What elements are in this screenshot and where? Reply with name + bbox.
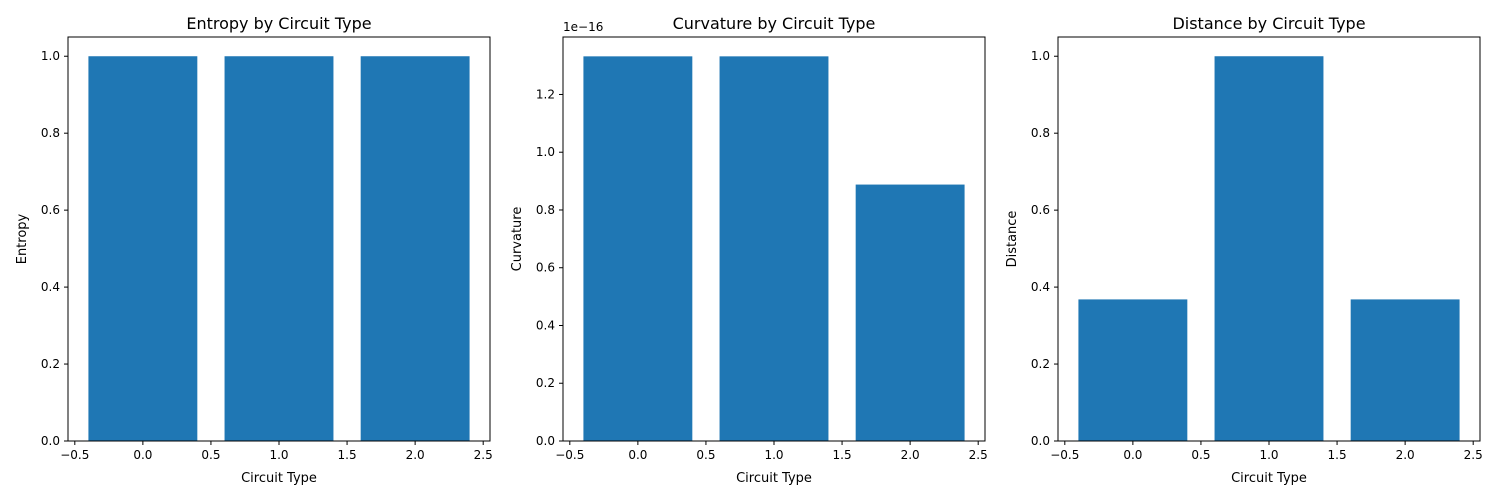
x-tick-label: 2.0 (406, 448, 425, 462)
y-tick-label: 0.2 (1031, 357, 1050, 371)
y-tick-label: 0.8 (41, 126, 60, 140)
y-tick-label: 0.2 (536, 376, 555, 390)
x-tick-label: 0.0 (1123, 448, 1142, 462)
chart-title: Distance by Circuit Type (1172, 14, 1365, 33)
y-tick-label: 0.4 (536, 318, 555, 332)
bar (583, 56, 693, 441)
x-tick-label: 2.5 (969, 448, 988, 462)
y-offset-label: 1e−16 (563, 20, 603, 34)
bar (224, 56, 334, 441)
x-axis-label: Circuit Type (736, 471, 812, 486)
x-tick-label: 1.5 (338, 448, 357, 462)
x-axis-label: Circuit Type (1231, 471, 1307, 486)
x-tick-label: −0.5 (60, 448, 89, 462)
x-tick-label: 0.0 (133, 448, 152, 462)
x-tick-label: 1.0 (269, 448, 288, 462)
bar (1214, 56, 1324, 441)
x-tick-label: 2.0 (901, 448, 920, 462)
bar (360, 56, 470, 441)
bar (719, 56, 829, 441)
bar (88, 56, 198, 441)
x-tick-label: 1.0 (1259, 448, 1278, 462)
y-tick-label: 0.4 (41, 280, 60, 294)
y-tick-label: 1.0 (536, 145, 555, 159)
x-tick-label: 1.5 (1328, 448, 1347, 462)
x-tick-label: 2.5 (474, 448, 493, 462)
chart-panel-3: −0.5 0.0 0.5 1.0 1.5 2.0 2.50.00.20.40.60.81.0… (1005, 14, 1483, 486)
y-tick-label: 1.0 (41, 49, 60, 63)
y-tick-label: 0.0 (1031, 434, 1050, 448)
x-tick-label: 2.0 (1396, 448, 1415, 462)
x-tick-label: 0.5 (1191, 448, 1210, 462)
y-axis-label: Distance (1005, 211, 1020, 268)
y-tick-label: 0.0 (41, 434, 60, 448)
bar (855, 184, 965, 441)
x-tick-label: 0.5 (201, 448, 220, 462)
y-tick-label: 1.2 (536, 87, 555, 101)
x-tick-label: 0.5 (696, 448, 715, 462)
y-tick-label: 0.6 (41, 203, 60, 217)
chart-title: Entropy by Circuit Type (186, 14, 371, 33)
y-tick-label: 0.8 (536, 203, 555, 217)
chart-panel-2: −0.5 0.0 0.5 1.0 1.5 2.0 2.50.00.20.40.60.81.0… (510, 14, 988, 486)
chart-title: Curvature by Circuit Type (673, 14, 876, 33)
y-tick-label: 0.0 (536, 434, 555, 448)
x-axis-label: Circuit Type (241, 471, 317, 486)
y-tick-label: 0.4 (1031, 280, 1050, 294)
bar (1078, 299, 1188, 441)
y-axis-label: Curvature (510, 207, 525, 272)
x-tick-label: −0.5 (555, 448, 584, 462)
x-tick-label: 1.0 (764, 448, 783, 462)
y-tick-label: 0.8 (1031, 126, 1050, 140)
bar (1350, 299, 1460, 441)
y-tick-label: 1.0 (1031, 49, 1050, 63)
chart-panel-1: −0.5 0.0 0.5 1.0 1.5 2.0 2.50.00.20.40.60.81.0… (15, 14, 493, 486)
x-tick-label: −0.5 (1050, 448, 1079, 462)
x-tick-label: 2.5 (1464, 448, 1483, 462)
y-tick-label: 0.6 (536, 261, 555, 275)
y-tick-label: 0.6 (1031, 203, 1050, 217)
y-axis-label: Entropy (15, 213, 30, 264)
x-tick-label: 1.5 (833, 448, 852, 462)
x-tick-label: 0.0 (628, 448, 647, 462)
y-tick-label: 0.2 (41, 357, 60, 371)
